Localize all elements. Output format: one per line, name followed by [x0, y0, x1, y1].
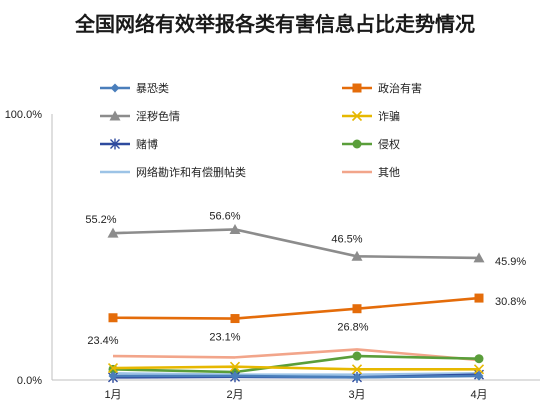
data-label: 26.8% — [337, 322, 368, 334]
x-tick-label: 2月 — [226, 389, 243, 401]
data-point — [229, 361, 241, 372]
data-label: 46.5% — [331, 233, 362, 245]
series-line — [112, 365, 479, 371]
data-point — [107, 362, 119, 374]
data-point — [352, 83, 362, 93]
series-诈骗 — [107, 361, 485, 375]
data-point — [108, 313, 118, 323]
data-point — [229, 223, 241, 234]
data-point — [474, 354, 484, 364]
chart-title: 全国网络有效举报各类有害信息占比走势情况 — [74, 12, 475, 36]
series-网络勘诈和有偿删帖类 — [112, 372, 480, 376]
series-layer — [107, 223, 485, 383]
data-point — [109, 110, 121, 121]
legend-label: 赌博 — [136, 137, 158, 151]
y-tick-label-bottom: 0.0% — [17, 375, 42, 387]
data-point — [473, 252, 485, 263]
legend-label: 网络勘诈和有偿删帖类 — [136, 165, 246, 179]
series-line — [112, 354, 480, 374]
legend-item-暴恐类: 暴恐类 — [100, 81, 169, 95]
data-label: 30.8% — [495, 296, 526, 308]
legend-item-淫秽色情: 淫秽色情 — [100, 109, 180, 123]
x-tick-label: 1月 — [104, 389, 121, 401]
data-label: 23.1% — [209, 332, 240, 344]
data-point — [352, 304, 362, 314]
data-point — [351, 364, 363, 375]
legend-label: 政治有害 — [378, 81, 422, 95]
y-tick-label-top: 100.0% — [5, 109, 43, 121]
legend-label: 淫秽色情 — [136, 109, 180, 123]
series-其他 — [112, 348, 480, 362]
series-line — [112, 372, 480, 376]
data-point — [108, 371, 118, 381]
x-tick-labels: 1月 2月 3月 4月 — [104, 389, 487, 401]
data-label: 56.6% — [209, 210, 240, 222]
series-暴恐类 — [108, 371, 484, 382]
series-淫秽色情 — [107, 223, 485, 263]
series-line — [112, 296, 480, 320]
data-label: 23.4% — [87, 335, 118, 347]
series-line — [112, 228, 480, 260]
data-point — [474, 293, 484, 303]
data-label: 45.9% — [495, 256, 526, 268]
x-tick-label: 3月 — [348, 389, 365, 401]
series-政治有害 — [108, 293, 484, 324]
series-line — [112, 348, 480, 362]
data-point — [351, 110, 363, 122]
data-point — [352, 351, 362, 361]
series-line — [113, 374, 480, 379]
legend-label: 侵权 — [378, 138, 400, 151]
data-point — [352, 139, 362, 149]
data-point — [351, 250, 363, 261]
legend-label: 诈骗 — [378, 109, 400, 123]
data-label: 55.2% — [85, 214, 116, 226]
data-point — [473, 364, 485, 375]
data-point — [110, 83, 120, 93]
data-point — [110, 138, 120, 150]
data-point — [107, 227, 119, 238]
data-point — [230, 314, 240, 324]
legend-item-政治有害: 政治有害 — [342, 81, 422, 95]
legend-item-网络勘诈和有偿删帖类: 网络勘诈和有偿删帖类 — [100, 165, 246, 179]
data-labels: 55.2% 56.6% 46.5% 45.9% 23.4% 23.1% 26.8% 30.8% — [85, 210, 526, 346]
data-point — [474, 371, 484, 381]
legend-label: 暴恐类 — [136, 81, 169, 95]
legend-item-诈骗: 诈骗 — [342, 109, 400, 123]
data-point — [352, 372, 362, 382]
legend-item-赌博: 赌博 — [100, 137, 158, 151]
legend-item-其他: 其他 — [342, 166, 400, 179]
legend-label: 其他 — [378, 166, 400, 179]
axes: 100.0% 0.0% 1月 2月 3月 4月 — [5, 109, 540, 401]
legend-item-侵权: 侵权 — [342, 138, 400, 151]
data-point — [230, 371, 240, 381]
x-tick-label: 4月 — [470, 389, 487, 401]
